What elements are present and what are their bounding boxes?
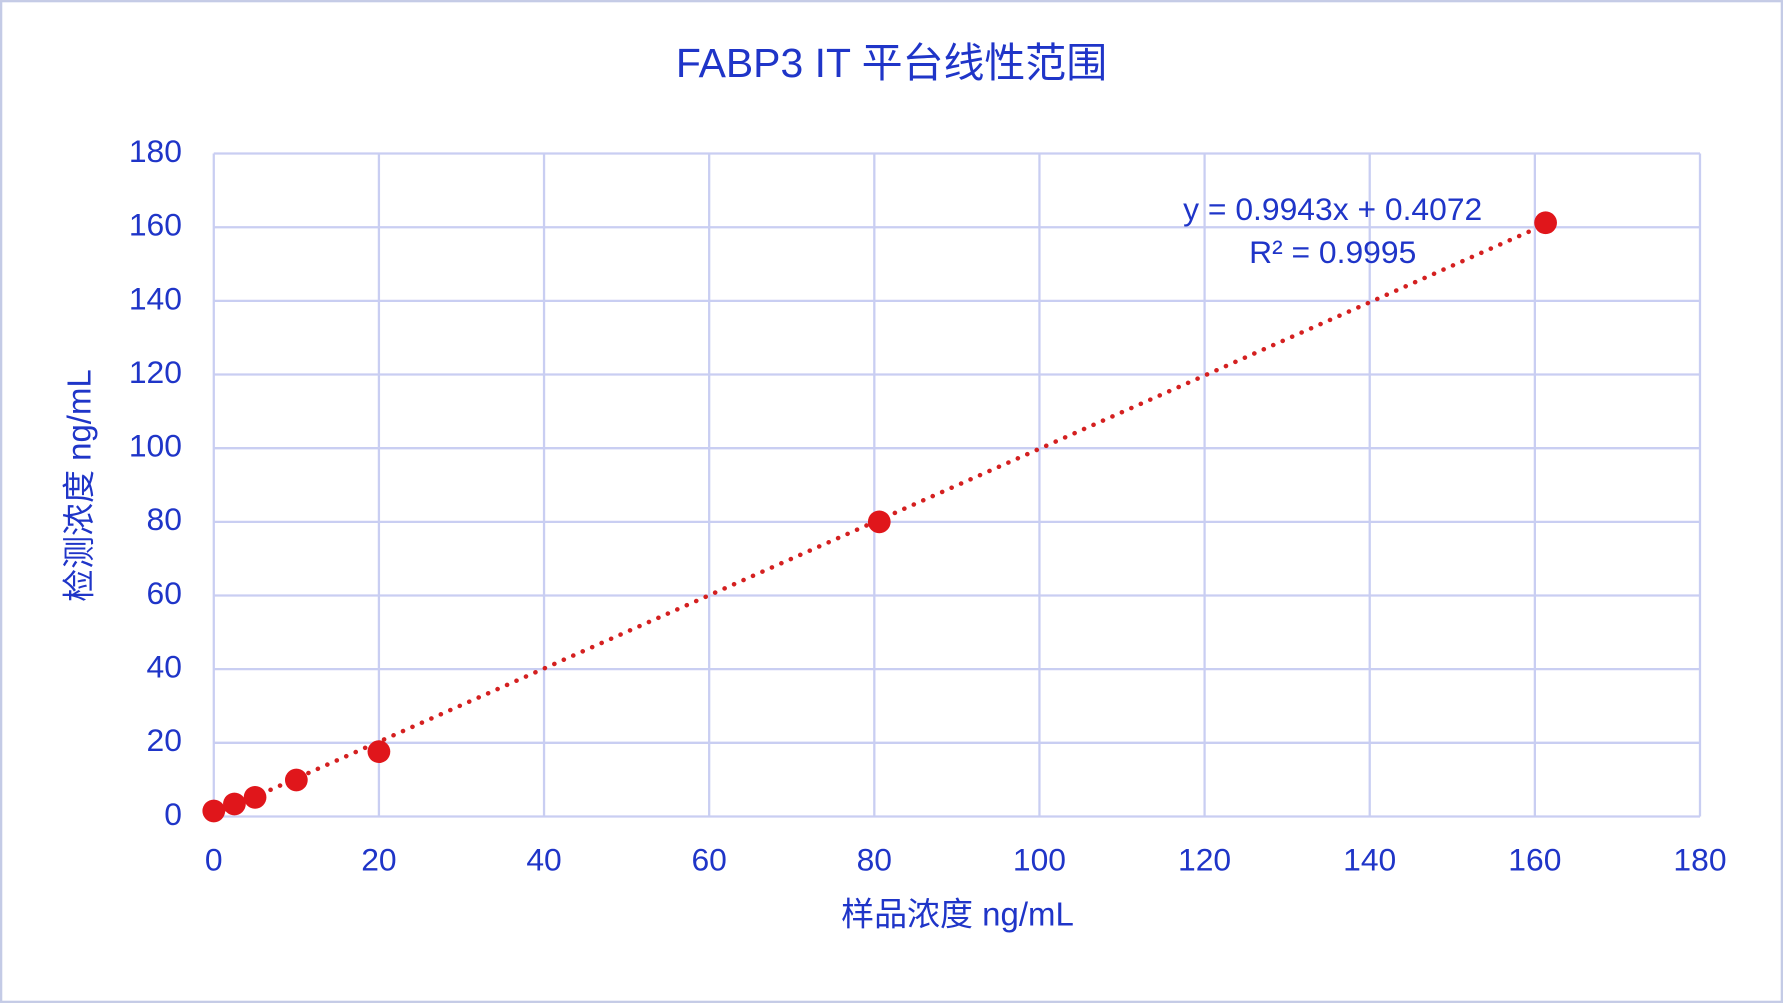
- y-tick-label: 180: [129, 133, 182, 169]
- data-point: [284, 768, 308, 792]
- y-tick-label: 60: [147, 575, 182, 611]
- y-axis-label: 检测浓度 ng/mL: [61, 369, 98, 602]
- y-tick-label: 100: [129, 428, 182, 464]
- data-point: [1534, 211, 1557, 235]
- data-point: [202, 799, 226, 823]
- x-tick-label: 80: [857, 841, 892, 877]
- x-tick-label: 20: [361, 841, 396, 877]
- x-axis-label: 样品浓度 ng/mL: [841, 895, 1074, 932]
- y-tick-label: 160: [129, 207, 182, 243]
- x-tick-label: 0: [205, 841, 223, 877]
- y-tick-label: 80: [147, 501, 182, 537]
- trendline-r2: R² = 0.9995: [1249, 234, 1416, 270]
- trendline-equation: y = 0.9943x + 0.4072: [1183, 191, 1482, 227]
- x-tick-label: 180: [1673, 841, 1726, 877]
- data-point: [243, 785, 267, 809]
- y-tick-label: 20: [147, 722, 182, 758]
- x-tick-label: 100: [1013, 841, 1066, 877]
- data-point: [867, 510, 891, 534]
- y-tick-label: 0: [164, 796, 182, 832]
- x-tick-label: 120: [1178, 841, 1231, 877]
- data-point: [367, 740, 391, 764]
- y-tick-label: 40: [147, 649, 182, 685]
- x-tick-label: 160: [1508, 841, 1561, 877]
- y-tick-label: 140: [129, 280, 182, 316]
- x-tick-label: 140: [1343, 841, 1396, 877]
- y-tick-label: 120: [129, 354, 182, 390]
- x-tick-label: 60: [691, 841, 726, 877]
- x-tick-label: 40: [526, 841, 561, 877]
- data-point: [223, 792, 246, 816]
- chart-title: FABP3 IT 平台线性范围: [676, 40, 1107, 86]
